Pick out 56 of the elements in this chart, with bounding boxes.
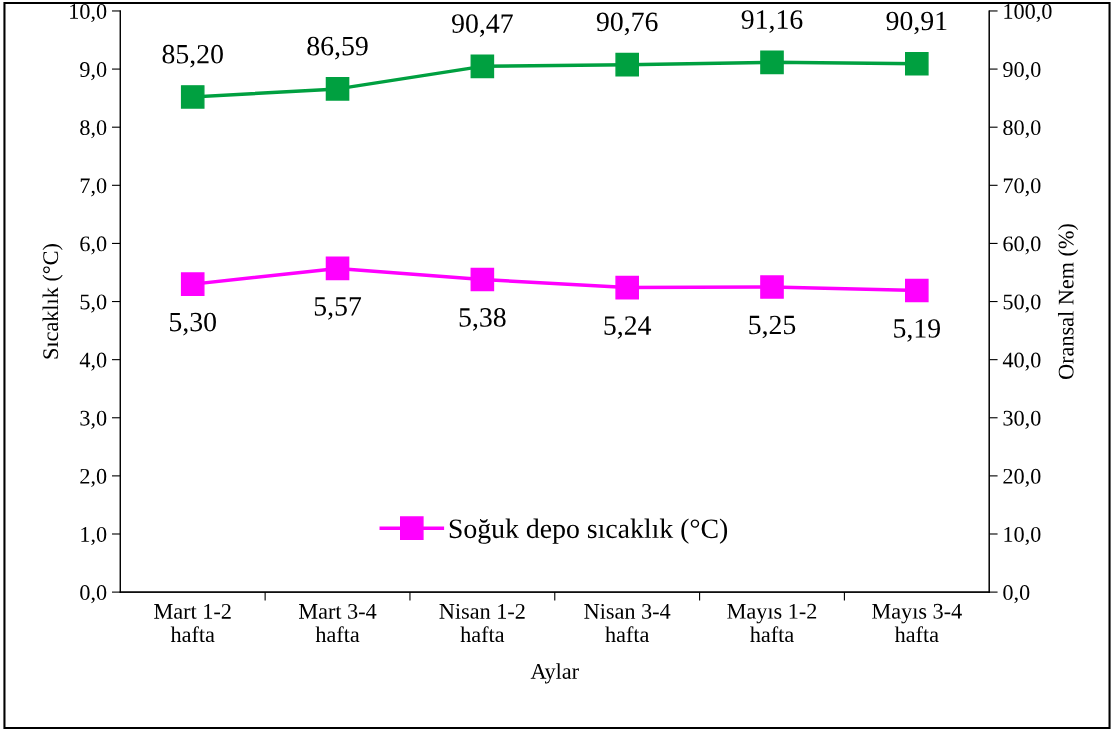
x-tick-label: Mart 1-2 hafta: [154, 603, 231, 643]
y-tick-label: 2,0: [80, 468, 107, 488]
y-tick-label: 9,0: [80, 62, 107, 81]
point: [180, 85, 205, 109]
x-axis-title: Aylar: [530, 663, 579, 684]
point: [470, 267, 495, 292]
y2-tick-label: 80,0: [1003, 120, 1041, 139]
data-label: 5,38: [459, 308, 506, 331]
data-label: 5,24: [604, 316, 652, 339]
point: [615, 275, 639, 300]
y2-tick-label: 70,0: [1003, 178, 1041, 197]
point: [905, 278, 929, 303]
y-tick-label: 6,0: [80, 236, 107, 255]
point: [760, 275, 784, 299]
y-axis-title: Sıcaklık (°C): [42, 244, 63, 359]
data-label: 91,16: [741, 10, 803, 33]
y2-tick-label: 90,0: [1003, 62, 1041, 81]
data-label: 5,19: [894, 319, 940, 342]
y-tick-label: 8,0: [80, 120, 107, 139]
y2-tick-label: 100,0: [1004, 3, 1052, 23]
point: [180, 272, 205, 296]
y2-tick-label: 10,0: [1004, 526, 1041, 546]
data-label: 86,59: [307, 36, 368, 60]
y-tick-label: 10,0: [70, 3, 107, 23]
y2-tick-label: 0,0: [1003, 585, 1030, 604]
data-label: 85,20: [162, 44, 223, 68]
y2-tick-label: 40,0: [1002, 352, 1041, 371]
x-tick-label: Mayıs 1-2 hafta: [727, 603, 817, 643]
point: [470, 54, 495, 79]
y-tick-label: 1,0: [81, 526, 107, 546]
legend-label: Soğuk depo sıcaklık (°C): [449, 518, 728, 544]
y-tick-label: 5,0: [80, 294, 107, 313]
point: [760, 50, 784, 75]
y-tick-label: 4,0: [79, 352, 107, 371]
data-label: 90,47: [452, 14, 513, 37]
y2-tick-label: 30,0: [1003, 410, 1041, 429]
data-label: 5,25: [749, 315, 796, 339]
point: [615, 52, 639, 77]
point: [325, 256, 350, 281]
data-label: 90,91: [886, 11, 947, 35]
y-tick-label: 3,0: [80, 410, 107, 429]
x-tick-label: Mayıs 3-4 hafta: [872, 603, 962, 643]
point: [325, 77, 350, 101]
y2-axis-title: Oransal Nem (%): [1057, 224, 1079, 379]
data-label: 5,57: [314, 297, 362, 320]
y2-tick-label: 50,0: [1003, 294, 1041, 313]
x-tick-label: Nisan 1-2 hafta: [439, 603, 525, 643]
y-tick-label: 0,0: [80, 585, 107, 604]
y-tick-label: 7,0: [80, 178, 107, 197]
data-label: 5,30: [170, 312, 216, 336]
data-label: 90,76: [596, 12, 658, 36]
y2-tick-label: 60,0: [1003, 236, 1041, 255]
y2-tick-label: 20,0: [1003, 468, 1041, 488]
point: [905, 51, 929, 76]
x-tick-label: Mart 3-4 hafta: [298, 603, 377, 643]
x-tick-label: Nisan 3-4 hafta: [584, 603, 671, 643]
